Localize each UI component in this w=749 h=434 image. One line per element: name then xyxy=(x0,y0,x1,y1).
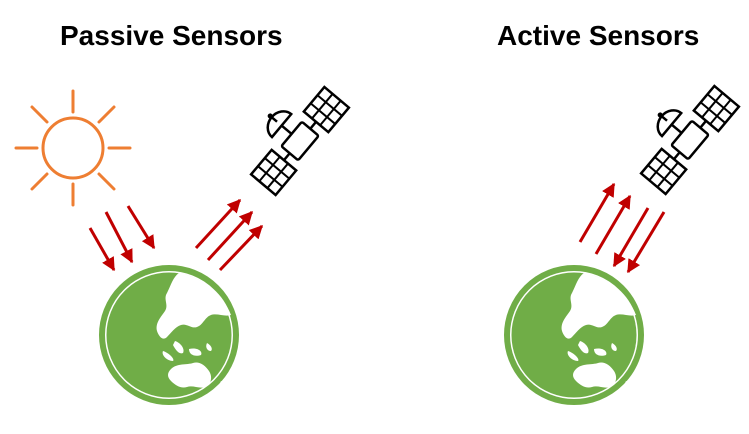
emitted-signal-arrows xyxy=(578,182,632,255)
arrow-icon xyxy=(104,211,134,264)
arrow-icon xyxy=(218,224,264,272)
arrow-icon xyxy=(578,182,616,243)
earth-globe-icon xyxy=(504,265,644,405)
sun-icon xyxy=(14,89,132,207)
reflected-radiation-arrows xyxy=(194,198,264,272)
passive-sensors-title: Passive Sensors xyxy=(60,20,283,51)
satellite-icon xyxy=(620,68,741,196)
active-sensors-title: Active Sensors xyxy=(497,20,700,51)
arrow-icon xyxy=(206,210,254,262)
satellite-icon xyxy=(230,69,351,197)
arrow-icon xyxy=(126,205,156,250)
arrow-icon xyxy=(612,207,650,268)
returned-signal-arrows xyxy=(612,207,666,274)
arrow-icon xyxy=(626,211,666,274)
arrow-icon xyxy=(194,198,242,250)
incoming-sunlight-arrows xyxy=(88,205,156,272)
arrow-icon xyxy=(88,227,116,272)
earth-globe-icon xyxy=(99,265,239,405)
arrow-icon xyxy=(594,194,632,255)
